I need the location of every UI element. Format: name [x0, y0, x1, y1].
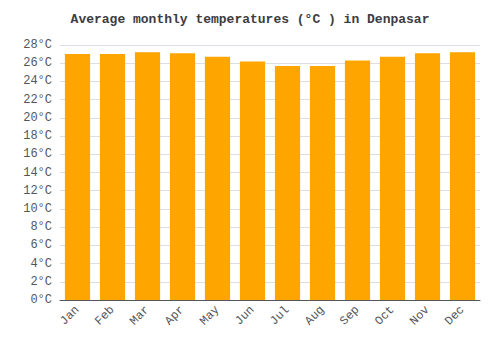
svg-text:28°C: 28°C	[23, 38, 52, 52]
svg-text:Aug: Aug	[302, 303, 327, 328]
svg-text:14°C: 14°C	[23, 166, 52, 180]
svg-text:Nov: Nov	[407, 303, 432, 328]
svg-text:4°C: 4°C	[30, 257, 52, 271]
svg-text:Jul: Jul	[267, 303, 292, 328]
svg-text:16°C: 16°C	[23, 147, 52, 161]
svg-text:May: May	[197, 303, 222, 328]
svg-text:Jun: Jun	[232, 303, 257, 328]
svg-text:Mar: Mar	[127, 303, 152, 328]
svg-text:10°C: 10°C	[23, 202, 52, 216]
svg-text:0°C: 0°C	[30, 293, 52, 307]
svg-text:22°C: 22°C	[23, 93, 52, 107]
svg-text:Jan: Jan	[57, 303, 82, 328]
svg-text:26°C: 26°C	[23, 56, 52, 70]
svg-text:Dec: Dec	[442, 303, 467, 328]
svg-text:Feb: Feb	[92, 303, 117, 328]
svg-text:24°C: 24°C	[23, 74, 52, 88]
svg-text:Apr: Apr	[162, 303, 187, 328]
svg-text:8°C: 8°C	[30, 220, 52, 234]
svg-text:6°C: 6°C	[30, 238, 52, 252]
svg-text:Average monthly temperatures (: Average monthly temperatures (°C ) in De…	[71, 12, 430, 27]
svg-text:Oct: Oct	[372, 303, 397, 328]
svg-text:2°C: 2°C	[30, 275, 52, 289]
svg-text:20°C: 20°C	[23, 111, 52, 125]
svg-text:Sep: Sep	[337, 303, 362, 328]
svg-text:18°C: 18°C	[23, 129, 52, 143]
svg-text:12°C: 12°C	[23, 184, 52, 198]
